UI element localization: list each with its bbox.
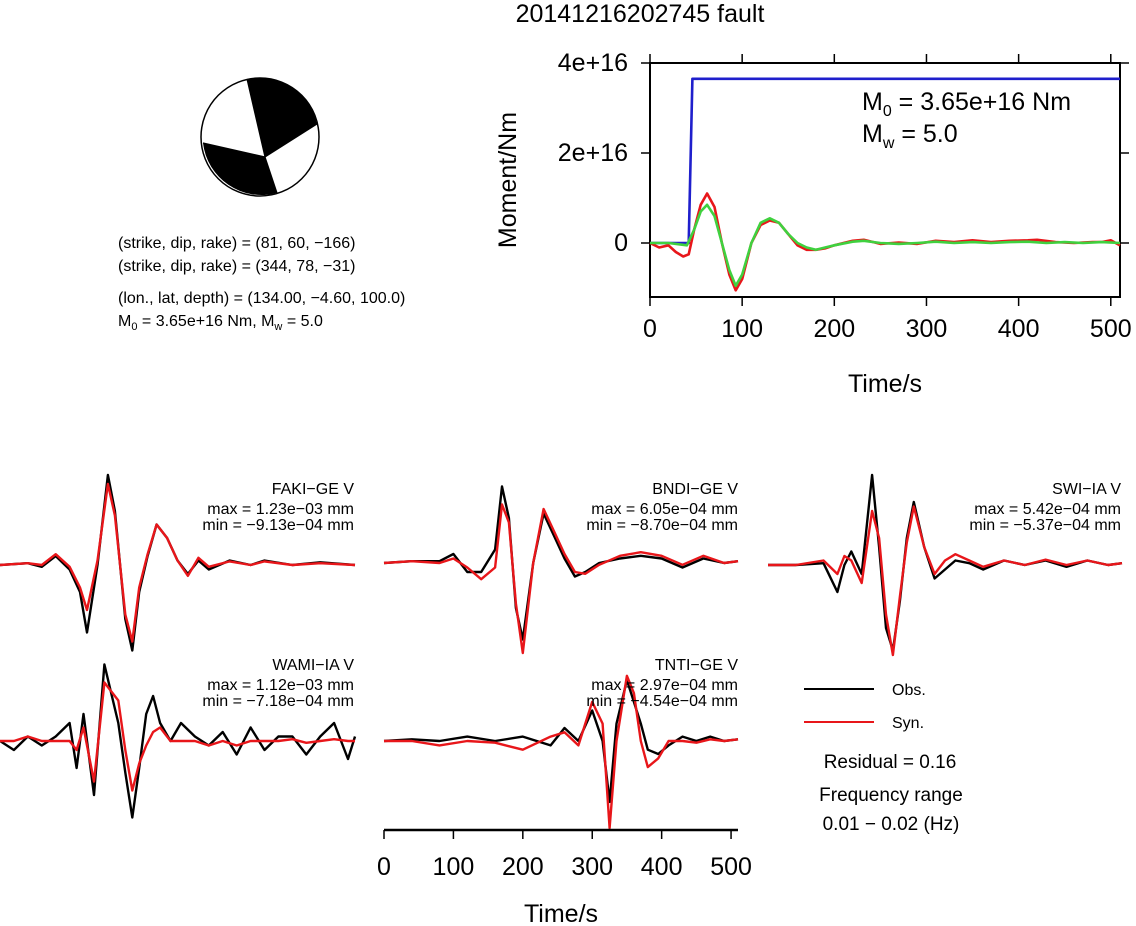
legend: Obs. Syn. Residual = 0.16 Frequency rang… — [804, 682, 963, 835]
mechanism-mw-subscript: w — [273, 321, 282, 333]
waveform-xlabel: Time/s — [524, 900, 598, 926]
stf-series — [649, 77, 1121, 292]
mechanism-plane1: (strike, dip, rake) = (81, 60, −166) — [118, 235, 355, 252]
stf-ytick-label: 4e+16 — [558, 49, 628, 77]
stf-xtick-label: 300 — [906, 315, 948, 343]
frequency-range-title: Frequency range — [819, 785, 963, 806]
waveform-time-axis: 0 100 200 300 400 500 — [377, 828, 752, 881]
frequency-range-value: 0.01 − 0.02 (Hz) — [823, 814, 960, 835]
amplitude-min: min = −9.13e−04 mm — [202, 517, 354, 534]
synthetic-trace — [0, 482, 356, 643]
mechanism-location: (lon., lat, depth) = (134.00, −4.60, 100… — [118, 290, 405, 307]
stf-ytick-label: 0 — [614, 229, 628, 257]
station-label: BNDI−GE V — [652, 481, 738, 498]
amplitude-min: min = −7.18e−04 mm — [202, 693, 354, 710]
stf-xtick-label: 200 — [813, 315, 855, 343]
residual-text: Residual = 0.16 — [824, 752, 957, 773]
stf-xlabel: Time/s — [848, 370, 922, 398]
stf-xtick-label: 100 — [721, 315, 763, 343]
legend-obs-label: Obs. — [892, 682, 926, 699]
stf-ytick-label: 2e+16 — [558, 139, 628, 167]
mechanism-plane2: (strike, dip, rake) = (344, 78, −31) — [118, 258, 355, 275]
station-label: TNTI−GE V — [655, 657, 738, 674]
stf-m0-prefix: M — [862, 88, 883, 116]
mechanism-m0-value: = 3.65e+16 Nm, M — [137, 313, 274, 330]
amplitude-max: max = 1.23e−03 mm — [207, 501, 354, 518]
amplitude-min: min = −8.70e−04 mm — [586, 517, 738, 534]
stf-synthetic-line — [650, 203, 1121, 288]
amplitude-max: max = 5.42e−04 mm — [974, 501, 1121, 518]
stf-mw-subscript: w — [882, 135, 895, 152]
synthetic-trace — [383, 503, 739, 655]
station-label: WAMI−IA V — [272, 657, 354, 674]
waveform-xtick-label: 0 — [377, 853, 391, 881]
stf-m0-subscript: 0 — [883, 103, 892, 120]
stf-axis-ticks: 0 100 200 300 400 500 0 2e+16 4e+16 — [558, 49, 1132, 343]
station-label: FAKI−GE V — [272, 481, 355, 498]
stf-xtick-label: 400 — [998, 315, 1040, 343]
stf-xtick-label: 0 — [643, 315, 657, 343]
stf-annotation-mw: Mw = 5.0 — [862, 120, 958, 152]
figure-title: 20141216202745 fault — [516, 0, 765, 28]
waveform-xtick-label: 200 — [502, 853, 544, 881]
station-label: SWI−IA V — [1052, 481, 1121, 498]
stf-annotation-m0: M0 = 3.65e+16 Nm — [862, 88, 1071, 120]
mechanism-m0-prefix: M — [118, 313, 131, 330]
synthetic-trace — [0, 681, 355, 792]
stf-xtick-label: 500 — [1090, 315, 1132, 343]
synthetic-trace — [768, 505, 1123, 657]
amplitude-min: min = −5.37e−04 mm — [969, 517, 1121, 534]
synthetic-trace — [384, 674, 739, 830]
stf-mw-value: = 5.0 — [894, 120, 957, 148]
stf-ylabel: Moment/Nm — [494, 112, 522, 248]
legend-syn-label: Syn. — [892, 715, 924, 732]
amplitude-max: max = 2.97e−04 mm — [591, 677, 738, 694]
waveform-xtick-label: 400 — [641, 853, 683, 881]
waveform-xtick-label: 100 — [433, 853, 475, 881]
waveform-xtick-label: 500 — [710, 853, 752, 881]
focal-mechanism-beachball-icon — [200, 77, 320, 197]
mechanism-moment: M0 = 3.65e+16 Nm, Mw = 5.0 — [118, 313, 323, 333]
mechanism-mw-value: = 5.0 — [282, 313, 323, 330]
observed-trace — [383, 678, 739, 804]
amplitude-min: min = −4.54e−04 mm — [586, 693, 738, 710]
amplitude-max: max = 6.05e−04 mm — [591, 501, 738, 518]
waveform-xtick-label: 300 — [571, 853, 613, 881]
stf-plot-frame — [649, 62, 1121, 298]
mechanism-m0-subscript: 0 — [131, 321, 137, 333]
amplitude-max: max = 1.12e−03 mm — [207, 677, 354, 694]
stf-m0-value: = 3.65e+16 Nm — [892, 88, 1071, 116]
observed-trace — [0, 663, 357, 819]
stf-mw-prefix: M — [862, 120, 883, 148]
